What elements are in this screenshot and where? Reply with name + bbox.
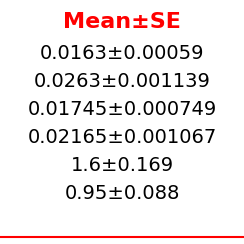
Text: Mean±SE: Mean±SE	[63, 12, 181, 32]
Text: 0.02165±0.001067: 0.02165±0.001067	[27, 128, 217, 147]
Text: 0.0163±0.00059: 0.0163±0.00059	[40, 44, 204, 63]
Text: 0.95±0.088: 0.95±0.088	[64, 184, 180, 203]
Text: 0.01745±0.000749: 0.01745±0.000749	[27, 100, 217, 119]
Text: 0.0263±0.001139: 0.0263±0.001139	[34, 72, 210, 91]
Text: 1.6±0.169: 1.6±0.169	[71, 156, 173, 175]
